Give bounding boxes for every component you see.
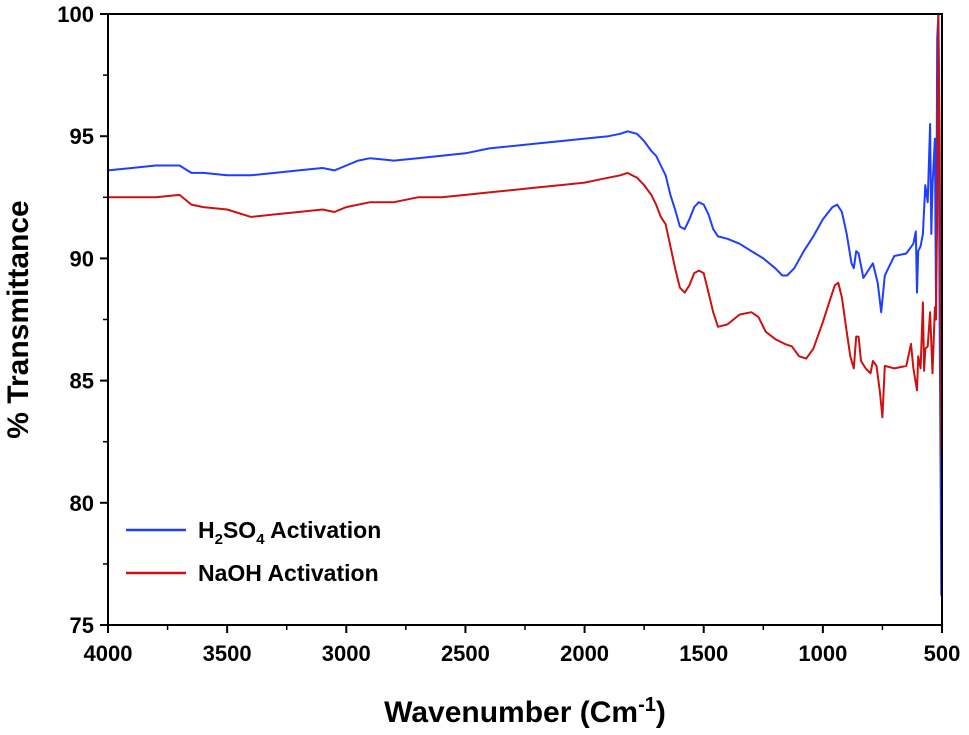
x-axis: 4000 3500 3000 2500 2000 1500 1000 500 — [84, 625, 961, 666]
x-tick-label: 1000 — [798, 641, 847, 666]
x-tick-label: 4000 — [84, 641, 133, 666]
x-tick-label: 2000 — [560, 641, 609, 666]
y-tick-label: 80 — [70, 491, 94, 516]
series-layer — [107, 13, 943, 596]
x-tick-label: 2500 — [441, 641, 490, 666]
x-axis-title: Wavenumber (Cm-1) — [384, 694, 666, 729]
legend: H2SO4 Activation NaOH Activation — [126, 517, 381, 586]
y-tick-label: 75 — [70, 613, 94, 638]
y-tick-label: 100 — [57, 2, 94, 27]
x-tick-label: 3000 — [322, 641, 371, 666]
x-tick-label: 500 — [924, 641, 961, 666]
y-tick-label: 85 — [70, 369, 94, 394]
legend-label-h2so4: H2SO4 Activation — [198, 517, 381, 548]
y-axis-title: % Transmittance — [2, 200, 35, 438]
series-line-h2so4 — [107, 13, 943, 596]
x-tick-label: 3500 — [203, 641, 252, 666]
y-axis: 75 80 85 90 95 100 — [57, 2, 108, 638]
series-line-naoh — [108, 13, 943, 454]
y-tick-label: 95 — [70, 124, 94, 149]
y-tick-label: 90 — [70, 246, 94, 271]
x-tick-label: 1500 — [679, 641, 728, 666]
legend-label-naoh: NaOH Activation — [198, 560, 379, 586]
